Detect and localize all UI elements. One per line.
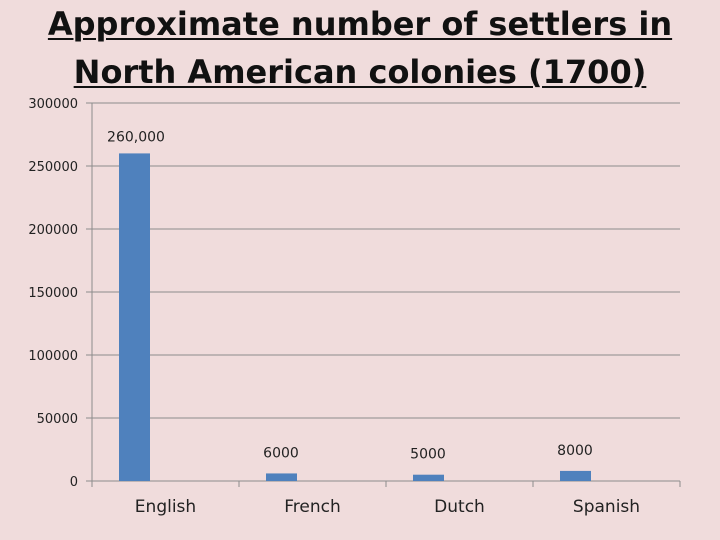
y-tick-label: 50000 <box>37 412 78 427</box>
y-tick-label: 200000 <box>28 223 78 238</box>
bar-dutch <box>413 474 444 481</box>
x-category-label: English <box>135 497 196 517</box>
data-label: 6000 <box>263 445 299 461</box>
data-label: 5000 <box>410 447 446 463</box>
y-tick-label: 0 <box>70 475 78 490</box>
x-category-label: Dutch <box>434 497 485 517</box>
y-tick-label: 100000 <box>28 349 78 364</box>
bar-english <box>119 153 150 481</box>
x-category-label: French <box>284 497 341 517</box>
data-label: 260,000 <box>107 129 165 145</box>
x-category-label: Spanish <box>573 497 640 517</box>
chart-title: Approximate number of settlers in North … <box>47 5 673 91</box>
y-tick-label: 150000 <box>28 286 78 301</box>
bar-spanish <box>560 470 591 481</box>
data-label: 8000 <box>557 443 593 459</box>
y-tick-label: 300000 <box>28 97 78 112</box>
bar-french <box>266 473 297 481</box>
y-tick-label: 250000 <box>28 160 78 175</box>
